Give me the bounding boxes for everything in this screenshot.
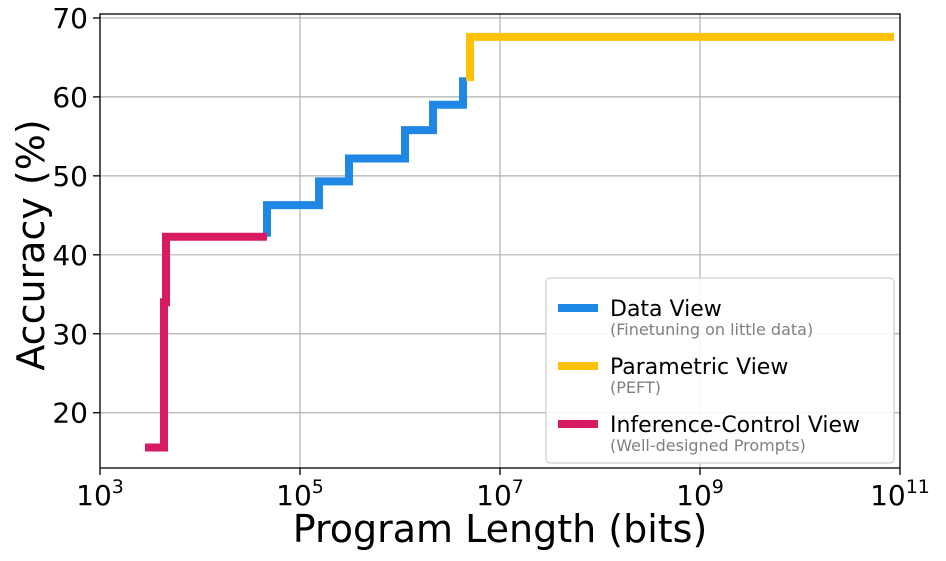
y-axis-title: Accuracy (%)	[9, 119, 53, 370]
series-line-parametric-view	[466, 32, 894, 82]
series-lines	[145, 32, 894, 452]
x-tick-label: 1011	[870, 476, 930, 512]
legend-label: Data View	[610, 297, 722, 322]
axis-ticks: 103 105 107 109 1011 20 30 40 50 60 70	[52, 2, 930, 512]
x-axis-title: Program Length (bits)	[293, 507, 708, 551]
legend-label: Parametric View	[610, 355, 788, 380]
legend-box	[545, 277, 895, 464]
series-line-data-view	[263, 77, 467, 237]
legend: Data View(Finetuning on little data) Para…	[545, 277, 895, 464]
y-tick-label: 60	[52, 81, 88, 114]
y-tick-label: 70	[52, 2, 88, 35]
series-line-inference-control-view	[145, 232, 267, 452]
legend-sublabel: (Finetuning on little data)	[610, 320, 813, 339]
x-tick-label: 107	[476, 476, 524, 512]
x-tick-label: 109	[676, 476, 724, 512]
legend-label: Inference-Control View	[610, 413, 860, 438]
y-tick-label: 40	[52, 239, 88, 272]
legend-sublabel: (PEFT)	[610, 378, 661, 397]
y-tick-label: 20	[52, 397, 88, 430]
legend-sublabel: (Well-designed Prompts)	[610, 436, 806, 455]
y-tick-label: 30	[52, 318, 88, 351]
x-tick-label: 105	[276, 476, 324, 512]
x-tick-label: 103	[76, 476, 124, 512]
y-tick-label: 50	[52, 160, 88, 193]
